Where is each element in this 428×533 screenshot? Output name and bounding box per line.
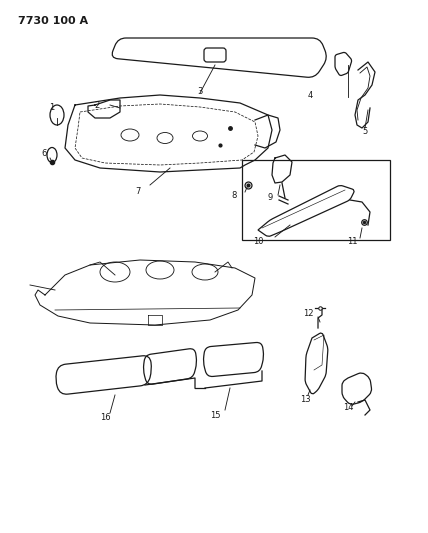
Text: 14: 14: [343, 403, 353, 413]
Text: 15: 15: [210, 410, 220, 419]
Text: 16: 16: [100, 414, 110, 423]
Text: 9: 9: [268, 193, 273, 203]
Text: 7730 100 A: 7730 100 A: [18, 16, 88, 26]
Bar: [242, 160, 390, 240]
Ellipse shape: [193, 131, 208, 141]
Text: 8: 8: [231, 191, 237, 200]
Ellipse shape: [192, 264, 218, 280]
Text: 4: 4: [307, 91, 312, 100]
Text: 12: 12: [303, 309, 313, 318]
Ellipse shape: [47, 148, 57, 163]
Text: 5: 5: [363, 127, 368, 136]
Polygon shape: [148, 315, 162, 325]
Ellipse shape: [100, 262, 130, 282]
Text: 3: 3: [197, 87, 203, 96]
Text: 6: 6: [42, 149, 47, 157]
Text: 1: 1: [49, 103, 55, 112]
Text: 7: 7: [135, 188, 141, 197]
Text: 11: 11: [347, 238, 357, 246]
Ellipse shape: [50, 105, 64, 125]
Ellipse shape: [121, 129, 139, 141]
Ellipse shape: [157, 133, 173, 143]
Text: 13: 13: [300, 395, 310, 405]
Text: 2: 2: [95, 101, 100, 109]
Text: 10: 10: [253, 238, 263, 246]
Ellipse shape: [146, 261, 174, 279]
